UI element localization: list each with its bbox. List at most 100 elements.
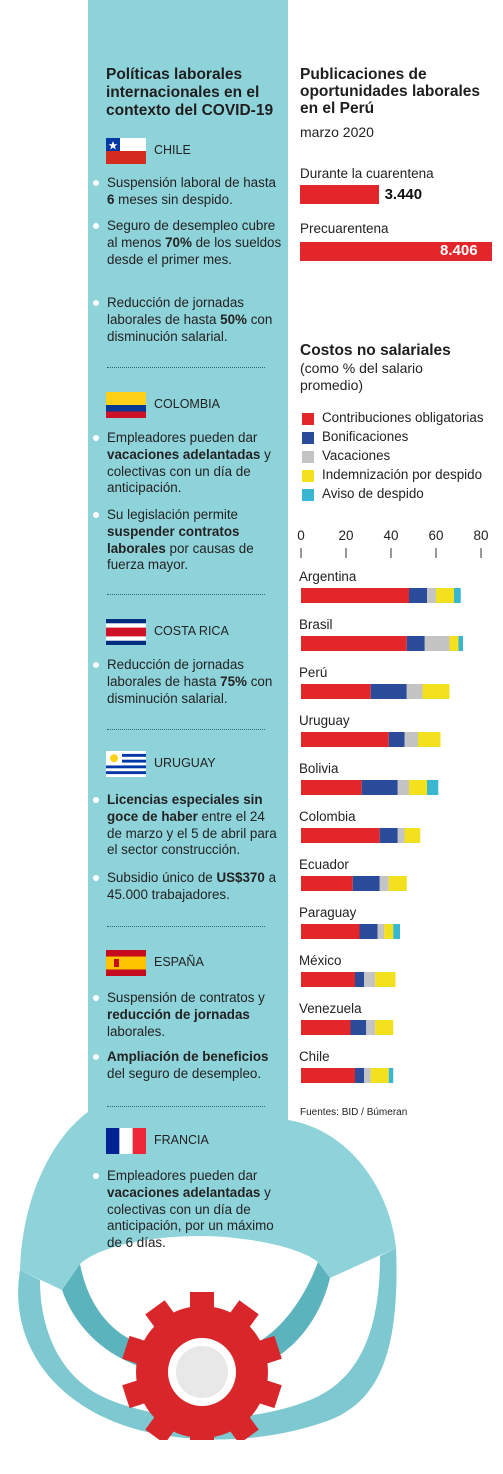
stacked-bar-segment [355, 1068, 364, 1083]
legend-swatch [302, 413, 314, 425]
country-name: CHILE [154, 143, 191, 157]
bullet-text: Reducción de jornadas laborales de hasta [107, 295, 244, 327]
country-header: CHILE [106, 138, 286, 164]
category-label: Argentina [299, 569, 357, 584]
bullet-text: Su legislación permite [107, 507, 238, 522]
stacked-bar-segment [301, 780, 362, 795]
category-label: Perú [299, 665, 327, 680]
x-tick-label: 60 [428, 528, 443, 543]
stacked-bar-segment [449, 636, 459, 651]
legend-swatch [302, 489, 314, 501]
left-title: Políticas laborales internacionales en e… [106, 66, 274, 119]
stacked-bar-segment [301, 588, 409, 603]
dotted-separator [107, 926, 265, 927]
stacked-bar-segment [379, 828, 398, 843]
stacked-bar-segment [388, 1068, 394, 1083]
country-name: URUGUAY [154, 756, 216, 770]
dotted-separator [107, 594, 265, 595]
bullet-text: Empleadores pueden dar [107, 1168, 258, 1183]
category-label: Chile [299, 1049, 330, 1064]
stacked-bar-segment [301, 684, 371, 699]
stacked-bar-segment [370, 1068, 389, 1083]
stacked-bar-segment [409, 588, 427, 603]
stacked-bar-segment [404, 732, 418, 747]
stacked-bar-segment [377, 924, 385, 939]
country-name: COSTA RICA [154, 624, 229, 638]
bullet-text: y colectivas con un día de anticipación. [107, 446, 271, 496]
stacked-bar-segment [388, 876, 407, 891]
category-label: Brasil [299, 617, 333, 632]
stacked-bar-segment [352, 876, 380, 891]
bullet-text: laborales. [107, 1023, 166, 1039]
stacked-bar-segment [375, 972, 396, 987]
policy-bullet: Subsidio único de US$370 a 45.000 trabaj… [93, 870, 283, 904]
bullet-text: meses sin despido. [114, 191, 233, 207]
bullet-highlight: vacaciones adelantadas [107, 1184, 261, 1200]
stacked-bar-segment [301, 1068, 355, 1083]
stacked-bar-segment [370, 684, 407, 699]
stacked-bar-segment [404, 828, 421, 843]
bullet-text: con disminución salarial. [107, 311, 273, 344]
country-header: URUGUAY [106, 751, 286, 777]
publications-subtitle: marzo 2020 [300, 124, 374, 140]
stacked-bar-segment [366, 1020, 376, 1035]
stacked-bar-segment [397, 828, 405, 843]
stacked-bar-segment [350, 1020, 367, 1035]
publications-category-label: Precuarentena [300, 221, 389, 236]
country-name: ESPAÑA [154, 955, 204, 969]
stacked-bar-segment [364, 972, 376, 987]
legend-swatch [302, 432, 314, 444]
colombia-flag-icon [106, 392, 146, 418]
policy-bullet: Empleadores pueden dar vacaciones adelan… [93, 430, 283, 497]
dotted-separator [107, 729, 265, 730]
bullet-text: y colectivas con un día de anticipación,… [107, 1184, 274, 1251]
legend-swatch [302, 470, 314, 482]
policy-bullet: Empleadores pueden dar vacaciones adelan… [93, 1168, 283, 1252]
category-label: Bolivia [299, 761, 339, 776]
bullet-text: Suspensión de contratos y [107, 990, 265, 1005]
uruguay-flag-icon [106, 751, 146, 777]
gear-icon [122, 1292, 282, 1452]
category-label: Uruguay [299, 713, 350, 728]
policy-bullet: Su legislación permite suspender contrat… [93, 507, 283, 574]
bullet-highlight: suspender contratos laborales [107, 523, 240, 556]
legend-label: Bonificaciones [322, 429, 409, 444]
stacked-bar-segment [301, 636, 407, 651]
country-header: ESPAÑA [106, 950, 286, 976]
publications-value-label: 8.406 [440, 242, 478, 259]
dotted-separator [107, 1106, 265, 1107]
legend-label: Vacaciones [322, 448, 391, 463]
country-name: COLOMBIA [154, 397, 220, 411]
stacked-bar-segment [427, 780, 439, 795]
stacked-bar-segment [301, 924, 360, 939]
stacked-bar-segment [424, 636, 450, 651]
source-note: Fuentes: BID / Búmeran [300, 1107, 408, 1118]
publications-bar [300, 242, 492, 261]
stacked-bar-segment [427, 588, 436, 603]
bullet-text: del seguro de desempleo. [107, 1065, 262, 1081]
bullet-highlight: reducción de jornadas [107, 1006, 250, 1022]
publications-title: Publicaciones de oportunidades laborales… [300, 66, 481, 117]
bullet-highlight: US$370 [216, 870, 265, 885]
bullet-highlight: vacaciones adelantadas [107, 446, 261, 462]
bullet-text: a 45.000 trabajadores. [107, 870, 277, 902]
category-label: Colombia [299, 809, 356, 824]
publications-bar [300, 185, 379, 204]
stacked-bar-segment [458, 636, 463, 651]
policy-bullet: Reducción de jornadas laborales de hasta… [93, 657, 283, 707]
chile-flag-icon [106, 138, 146, 164]
bullet-text: con disminución salarial. [107, 673, 273, 706]
policy-bullet: Licencias especiales sin goce de haber e… [93, 792, 283, 859]
country-header: FRANCIA [106, 1128, 286, 1154]
spain-flag-icon [106, 950, 146, 976]
x-tick-label: 80 [473, 528, 488, 543]
stacked-bar-segment [359, 924, 378, 939]
country-name: FRANCIA [154, 1133, 209, 1147]
stacked-bar-segment [397, 780, 409, 795]
stacked-bar-segment [301, 828, 380, 843]
bullet-text: Suspensión laboral de hasta [107, 175, 276, 190]
bullet-highlight: 50% [220, 311, 247, 327]
bullet-text: Subsidio único de [107, 870, 217, 885]
costs-subtitle: (como % del salario promedio) [300, 360, 423, 393]
